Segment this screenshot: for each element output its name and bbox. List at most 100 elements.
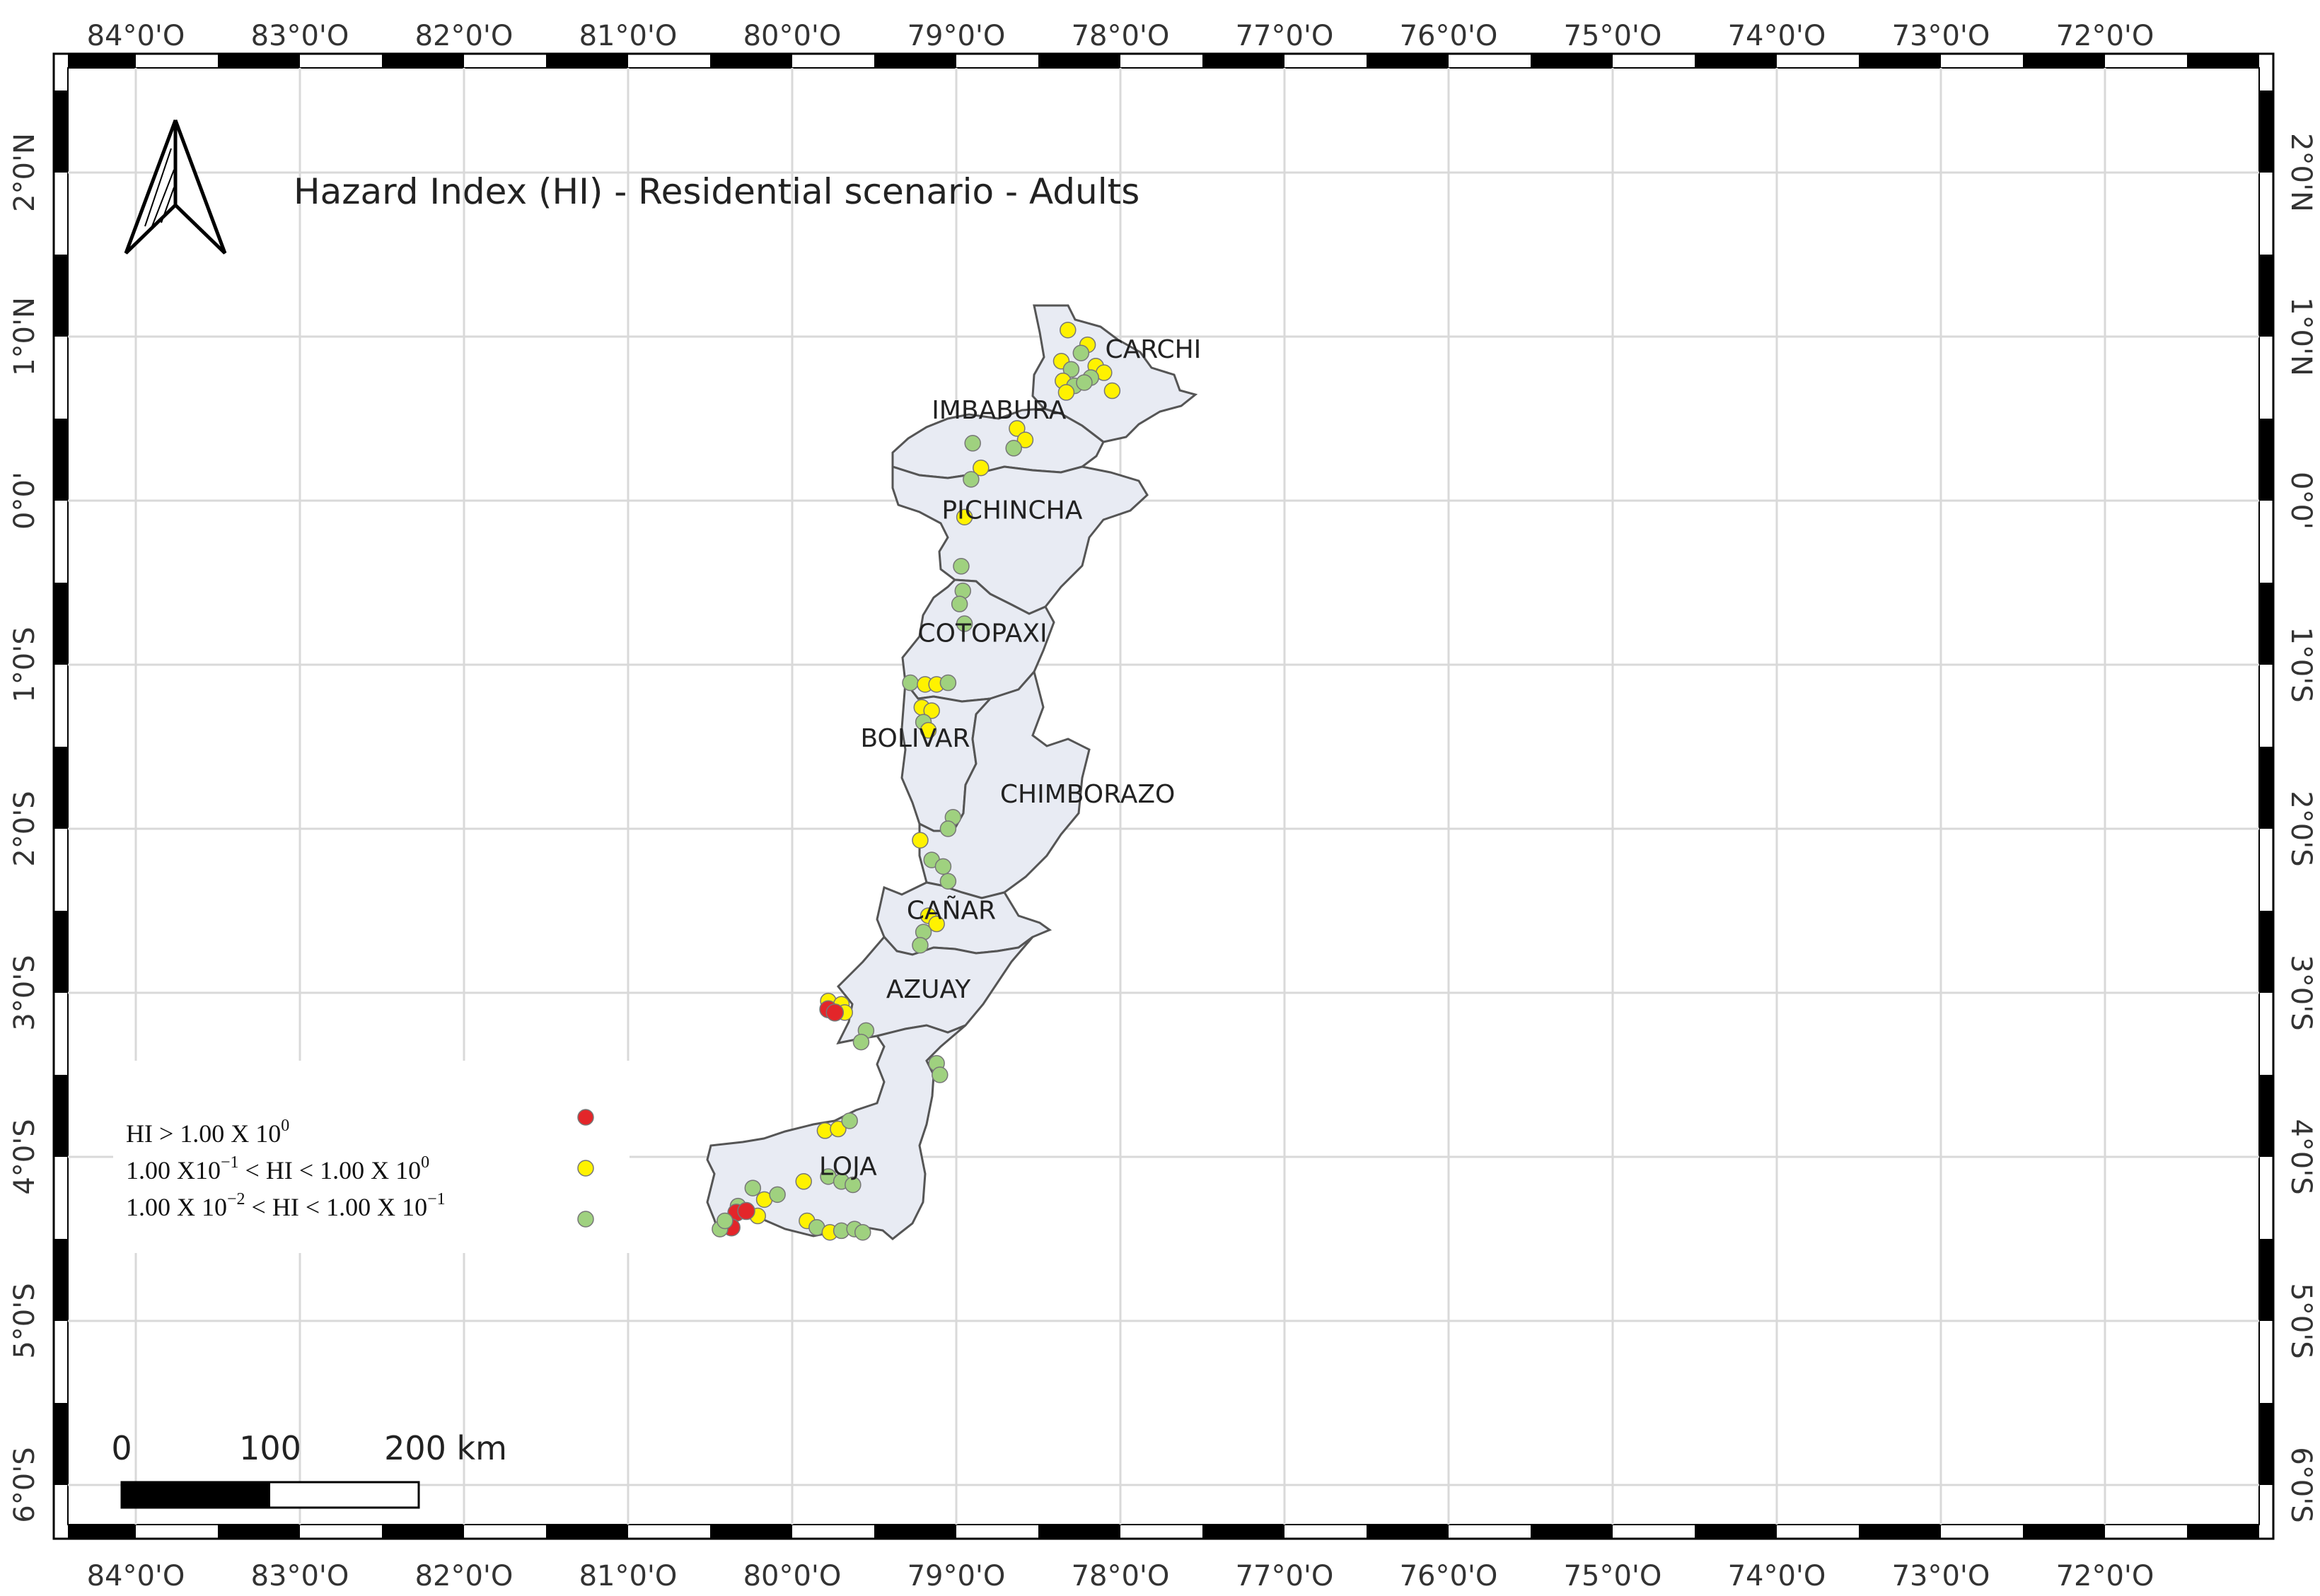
lon-label-top: 81°0'O [579,20,678,52]
lon-label-bottom: 72°0'O [2056,1560,2154,1592]
lon-label-top: 76°0'O [1400,20,1498,52]
sample-point-high [737,1201,755,1221]
sample-point-low [1076,374,1093,391]
scale-bar: 0 100 200 km [111,1429,507,1509]
sample-point-low [964,435,981,452]
lat-label-right: 6°0'S [2285,1447,2317,1522]
province-carchi [1031,304,1198,443]
lat-label-right: 1°0'S [2285,627,2317,702]
sample-point-low [852,1033,870,1051]
sample-point-medium [923,702,940,719]
legend-label-low: 1.00 X 10−2 < HI < 1.00 X 10−1 [126,1190,446,1221]
sample-point-low [932,1066,949,1083]
lon-label-bottom: 84°0'O [87,1560,185,1592]
scale-label-100: 100 [239,1429,301,1467]
lat-label-left: 4°0'S [8,1119,41,1194]
sample-point-medium [912,832,929,849]
sample-point-low [1062,361,1080,378]
lon-label-bottom: 82°0'O [415,1560,514,1592]
province-pichincha [891,465,1149,615]
legend-label-high: HI > 1.00 X 100 [126,1117,289,1148]
lat-label-left: 1°0'N [8,297,41,376]
sample-point-medium [1103,382,1121,400]
province-label-chimborazo: CHIMBORAZO [1000,780,1175,809]
sample-point-medium [973,459,990,477]
sample-point-low [934,858,952,875]
scale-label-0: 0 [111,1429,132,1467]
lat-label-left: 1°0'S [8,627,41,702]
lon-label-bottom: 74°0'O [1728,1560,1826,1592]
sample-point-high [825,1003,845,1022]
sample-point-low [951,595,968,612]
province-label-azuay: AZUAY [886,975,971,1004]
sample-point-medium [1057,384,1075,401]
lon-label-top: 83°0'O [251,20,349,52]
sample-point-low [845,1176,862,1194]
lon-label-bottom: 83°0'O [251,1560,349,1592]
lon-label-top: 72°0'O [2056,20,2154,52]
province-label-cañar: CAÑAR [907,896,996,926]
sample-point-medium [795,1173,812,1190]
map-title: Hazard Index (HI) - Residential scenario… [294,171,1139,212]
sample-point-low [953,558,970,575]
lon-label-top: 73°0'O [1892,20,1990,52]
lon-label-bottom: 80°0'O [743,1560,842,1592]
province-label-bolivar: BOLIVAR [860,724,970,753]
lat-label-right: 4°0'S [2285,1119,2317,1194]
lon-label-top: 78°0'O [1072,20,1170,52]
sample-point-low [902,674,919,692]
lat-label-left: 0°0' [8,472,41,530]
sample-point-low [956,615,973,632]
lon-label-top: 80°0'O [743,20,842,52]
lat-label-left: 5°0'S [8,1283,41,1358]
sample-point-low [1005,440,1022,457]
lon-label-bottom: 76°0'O [1400,1560,1498,1592]
legend-label-medium: 1.00 X10−1 < HI < 1.00 X 100 [126,1153,429,1184]
lon-label-top: 75°0'O [1564,20,1662,52]
lon-label-top: 79°0'O [907,20,1006,52]
sample-point-low [769,1186,786,1204]
lat-label-right: 5°0'S [2285,1283,2317,1358]
lon-label-bottom: 73°0'O [1892,1560,1990,1592]
lon-label-top: 74°0'O [1728,20,1826,52]
province-label-carchi: CARCHI [1105,335,1201,364]
sample-point-low [939,820,957,837]
lon-label-bottom: 75°0'O [1564,1560,1662,1592]
lon-label-bottom: 79°0'O [907,1560,1006,1592]
sample-point-low [939,674,957,692]
frame-ticks [54,54,2273,1539]
lat-label-right: 2°0'S [2285,791,2317,866]
legend-swatch-medium [577,1160,594,1177]
lat-label-left: 2°0'S [8,791,41,866]
sample-point-medium [1060,321,1077,339]
lat-label-right: 3°0'S [2285,955,2317,1030]
sample-point-medium [830,1120,847,1138]
graticule: 84°0'O 84°0'O 83°0'O 83°0'O 82°0'O 82°0'O 81°0… [8,20,2317,1592]
sample-point-low [939,873,957,890]
sample-point-low [717,1212,733,1230]
sample-point-low [963,471,980,488]
province-label-cotopaxi: COTOPAXI [918,619,1048,648]
sample-point-medium [928,915,945,933]
lon-label-bottom: 78°0'O [1072,1560,1170,1592]
province-label-loja: LOJA [819,1153,877,1182]
sample-point-medium [956,508,973,525]
sample-point-medium [920,722,937,739]
sample-point-low [744,1179,762,1196]
legend: HI > 1.00 X 100 1.00 X10−1 < HI < 1.00 X … [113,1061,630,1253]
lat-label-left: 3°0'S [8,955,41,1030]
lon-label-top: 82°0'O [415,20,514,52]
lat-label-left: 2°0'N [8,133,41,212]
legend-swatch-high [577,1109,594,1126]
lat-label-right: 2°0'N [2285,133,2317,212]
legend-swatch-low [577,1211,594,1228]
sample-point-low [854,1223,871,1241]
sample-point-low [841,1112,858,1129]
province-label-imbabura: IMBABURA [932,396,1067,425]
sample-point-low [912,936,929,954]
sample-point-medium [1016,431,1034,448]
lat-label-right: 1°0'N [2285,297,2317,376]
lon-label-bottom: 77°0'O [1236,1560,1334,1592]
province-labels: CARCHI IMBABURA PICHINCHA COTOPAXI BOLIVAR CH… [819,335,1201,1181]
